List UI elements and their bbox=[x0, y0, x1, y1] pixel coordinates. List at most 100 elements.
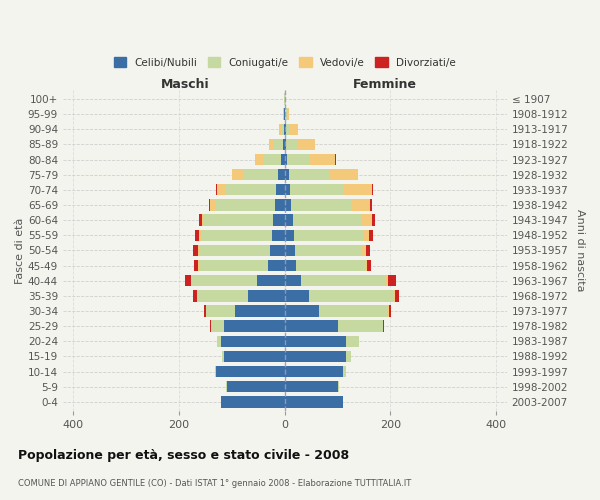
Bar bbox=[257, 275, 285, 286]
Bar bbox=[281, 154, 285, 165]
Bar bbox=[290, 184, 343, 196]
Bar bbox=[277, 184, 285, 196]
Bar bbox=[227, 381, 285, 392]
Bar bbox=[286, 124, 290, 135]
Bar bbox=[268, 260, 285, 271]
Bar bbox=[275, 200, 285, 210]
Bar bbox=[285, 275, 301, 286]
Bar bbox=[279, 124, 281, 135]
Bar bbox=[286, 108, 287, 120]
Bar bbox=[388, 275, 396, 286]
Bar bbox=[197, 244, 199, 256]
Bar bbox=[346, 351, 351, 362]
Bar bbox=[285, 366, 343, 378]
Bar bbox=[296, 260, 365, 271]
Bar bbox=[385, 275, 388, 286]
Bar bbox=[367, 260, 371, 271]
Bar bbox=[370, 230, 373, 241]
Bar bbox=[255, 154, 263, 165]
Text: Popolazione per età, sesso e stato civile - 2008: Popolazione per età, sesso e stato civil… bbox=[18, 450, 349, 462]
Bar bbox=[343, 366, 346, 378]
Bar bbox=[273, 214, 285, 226]
Bar bbox=[285, 336, 346, 347]
Bar bbox=[361, 244, 365, 256]
Bar bbox=[393, 290, 395, 302]
Bar bbox=[297, 138, 316, 150]
Bar bbox=[308, 154, 335, 165]
Bar bbox=[201, 230, 272, 241]
Bar bbox=[283, 108, 284, 120]
Bar bbox=[293, 214, 361, 226]
Bar bbox=[295, 244, 361, 256]
Bar bbox=[202, 214, 205, 226]
Bar bbox=[370, 200, 372, 210]
Bar bbox=[286, 138, 297, 150]
Bar bbox=[199, 214, 202, 226]
Bar bbox=[223, 351, 224, 362]
Bar bbox=[248, 290, 285, 302]
Bar bbox=[285, 381, 338, 392]
Bar bbox=[329, 169, 358, 180]
Text: Femmine: Femmine bbox=[353, 78, 416, 92]
Bar bbox=[285, 154, 287, 165]
Bar bbox=[273, 138, 283, 150]
Bar bbox=[285, 138, 286, 150]
Bar bbox=[361, 214, 372, 226]
Bar bbox=[224, 351, 285, 362]
Bar bbox=[281, 124, 284, 135]
Bar bbox=[194, 260, 198, 271]
Bar bbox=[217, 336, 221, 347]
Bar bbox=[363, 230, 370, 241]
Bar bbox=[199, 260, 268, 271]
Bar bbox=[221, 396, 285, 407]
Bar bbox=[232, 169, 244, 180]
Bar bbox=[195, 230, 199, 241]
Bar bbox=[346, 336, 359, 347]
Bar bbox=[389, 306, 391, 316]
Bar bbox=[301, 275, 385, 286]
Bar bbox=[388, 306, 389, 316]
Bar bbox=[285, 320, 338, 332]
Bar bbox=[211, 200, 215, 210]
Bar bbox=[193, 290, 197, 302]
Bar bbox=[352, 200, 370, 210]
Bar bbox=[285, 184, 290, 196]
Bar bbox=[365, 260, 367, 271]
Bar bbox=[215, 366, 216, 378]
Bar bbox=[285, 396, 343, 407]
Bar bbox=[372, 214, 374, 226]
Y-axis label: Anni di nascita: Anni di nascita bbox=[575, 209, 585, 292]
Bar bbox=[191, 275, 257, 286]
Bar bbox=[217, 184, 226, 196]
Bar bbox=[289, 169, 329, 180]
Bar bbox=[224, 320, 285, 332]
Text: COMUNE DI APPIANO GENTILE (CO) - Dati ISTAT 1° gennaio 2008 - Elaborazione TUTTI: COMUNE DI APPIANO GENTILE (CO) - Dati IS… bbox=[18, 478, 411, 488]
Bar bbox=[244, 169, 278, 180]
Bar bbox=[193, 244, 197, 256]
Bar bbox=[198, 260, 199, 271]
Text: Maschi: Maschi bbox=[161, 78, 209, 92]
Y-axis label: Fasce di età: Fasce di età bbox=[15, 217, 25, 284]
Bar bbox=[319, 306, 388, 316]
Bar bbox=[206, 306, 235, 316]
Bar bbox=[185, 275, 191, 286]
Bar bbox=[290, 124, 298, 135]
Bar bbox=[365, 244, 370, 256]
Bar bbox=[235, 306, 285, 316]
Bar bbox=[285, 230, 295, 241]
Bar bbox=[215, 200, 275, 210]
Bar bbox=[278, 169, 285, 180]
Bar bbox=[287, 154, 308, 165]
Bar bbox=[209, 200, 211, 210]
Bar bbox=[343, 184, 372, 196]
Bar bbox=[226, 184, 277, 196]
Bar bbox=[285, 169, 289, 180]
Bar bbox=[285, 200, 291, 210]
Bar bbox=[221, 336, 285, 347]
Bar bbox=[291, 200, 352, 210]
Bar bbox=[285, 244, 295, 256]
Bar bbox=[215, 184, 217, 196]
Bar bbox=[270, 244, 285, 256]
Bar bbox=[372, 184, 373, 196]
Bar bbox=[338, 320, 383, 332]
